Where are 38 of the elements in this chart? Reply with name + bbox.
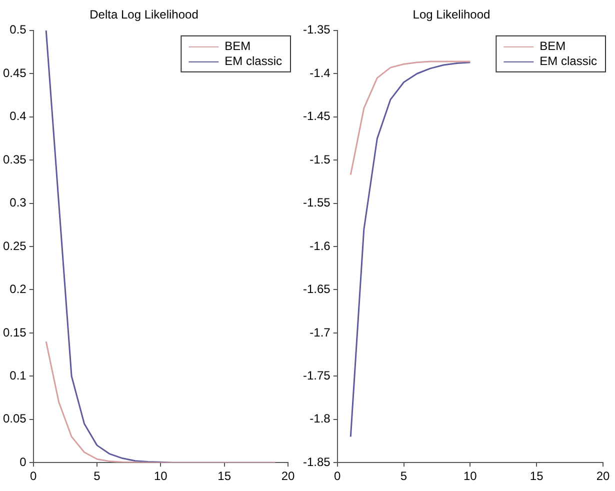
x-tick-label: 20 xyxy=(596,469,610,484)
y-tick-label: -1.35 xyxy=(302,22,331,37)
y-tick-label: 0.3 xyxy=(10,196,27,210)
y-tick-label: 0.25 xyxy=(2,238,27,253)
y-tick-label: 0.2 xyxy=(10,282,27,296)
x-tick-label: 10 xyxy=(154,469,168,484)
y-tick-label: -1.8 xyxy=(310,412,331,426)
y-tick-label: 0.15 xyxy=(2,325,27,340)
y-tick-label: -1.4 xyxy=(310,66,331,80)
y-tick-label: -1.5 xyxy=(310,152,331,166)
y-tick-label: 0.45 xyxy=(2,66,27,80)
y-tick-label: -1.75 xyxy=(302,368,331,382)
legend-label: BEM xyxy=(224,39,251,54)
x-tick-label: 15 xyxy=(218,469,232,484)
x-tick-label: 0 xyxy=(30,469,38,484)
y-tick-label: 0 xyxy=(20,454,27,469)
y-tick-label: -1.55 xyxy=(302,196,331,210)
chart-title: Log Likelihood xyxy=(412,8,490,22)
x-tick-label: 10 xyxy=(463,469,478,484)
chart-title: Delta Log Likelihood xyxy=(90,8,198,22)
legend-label: EM classic xyxy=(540,54,598,68)
y-tick-label: -1.6 xyxy=(310,238,331,253)
y-tick-label: 0.35 xyxy=(2,152,27,166)
y-tick-label: -1.45 xyxy=(302,109,331,124)
legend-label: EM classic xyxy=(224,54,282,68)
y-tick-label: -1.85 xyxy=(302,454,331,469)
y-tick-label: -1.65 xyxy=(302,282,331,296)
x-tick-label: 5 xyxy=(400,469,408,484)
x-tick-label: 20 xyxy=(281,469,295,484)
y-tick-label: 0.05 xyxy=(2,412,27,426)
legend-label: BEM xyxy=(540,39,566,54)
y-tick-label: 0.5 xyxy=(10,22,27,37)
y-tick-label: 0.4 xyxy=(10,109,27,124)
x-tick-label: 5 xyxy=(94,469,101,484)
x-tick-label: 0 xyxy=(334,469,342,484)
y-tick-label: -1.7 xyxy=(310,325,331,340)
y-tick-label: 0.1 xyxy=(10,368,27,382)
x-tick-label: 15 xyxy=(530,469,544,484)
